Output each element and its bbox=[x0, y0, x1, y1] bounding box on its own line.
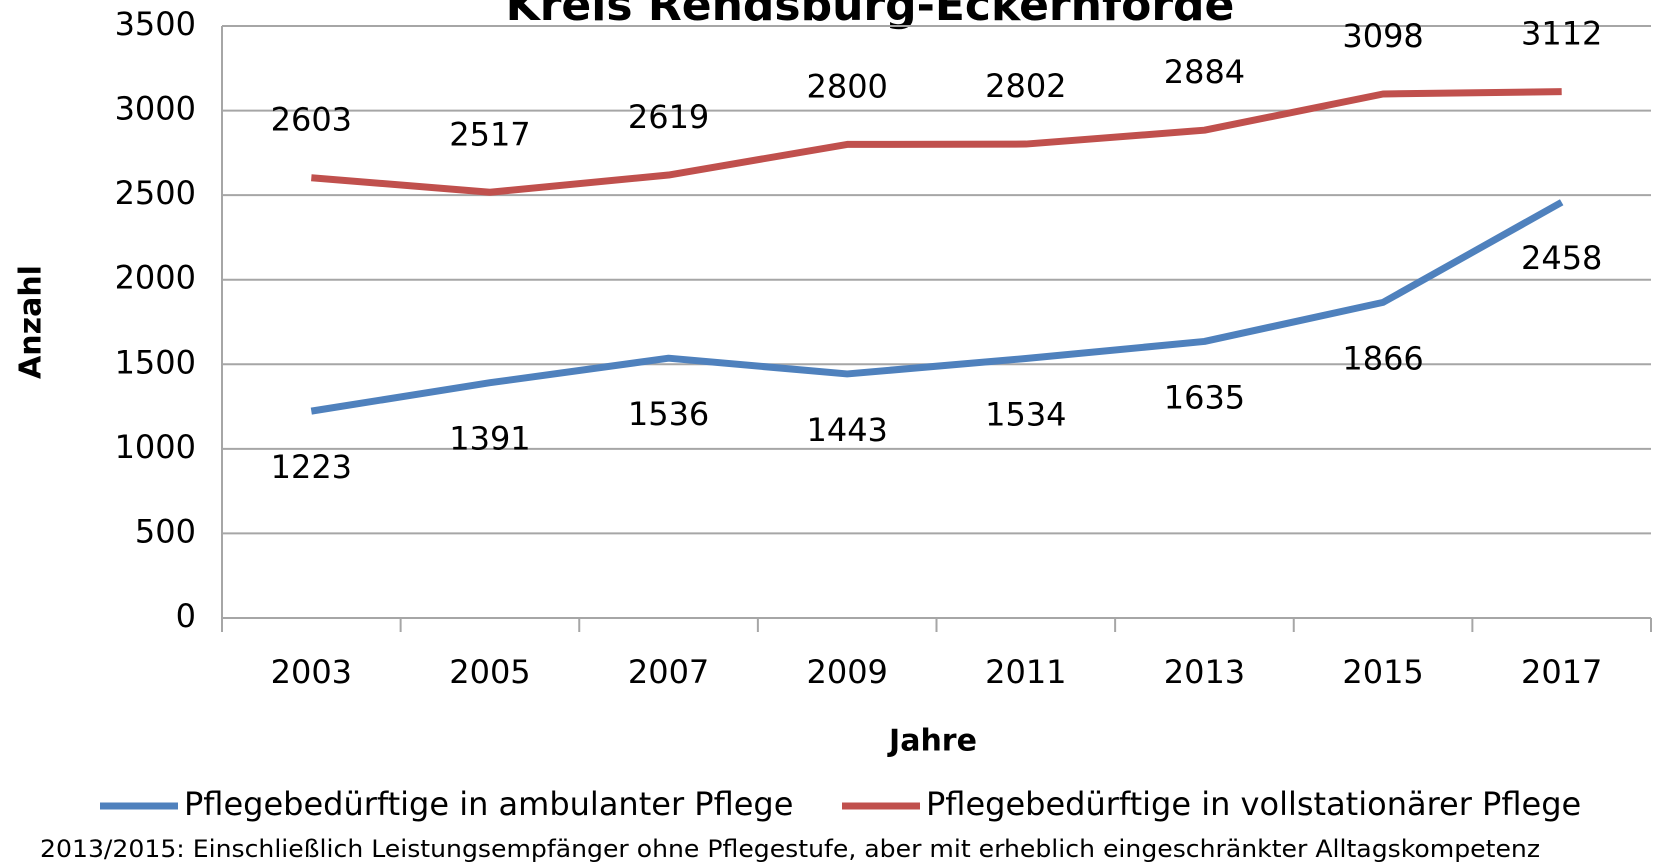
data-label: 2802 bbox=[985, 67, 1066, 105]
data-label: 3112 bbox=[1521, 15, 1602, 53]
data-label: 2619 bbox=[628, 98, 709, 136]
x-tick-label: 2011 bbox=[985, 653, 1066, 691]
y-tick-label: 1500 bbox=[115, 343, 196, 381]
data-label: 1223 bbox=[271, 448, 352, 486]
x-tick-label: 2017 bbox=[1521, 653, 1602, 691]
data-label: 1534 bbox=[985, 396, 1066, 434]
footnote: 2013/2015: Einschließlich Leistungsempfä… bbox=[40, 835, 1540, 863]
y-tick-label: 1000 bbox=[115, 428, 196, 466]
x-tick-label: 2009 bbox=[806, 653, 887, 691]
x-tick-label: 2015 bbox=[1342, 653, 1423, 691]
x-tick-label: 2003 bbox=[271, 653, 352, 691]
data-label: 3098 bbox=[1342, 17, 1423, 55]
series-line bbox=[310, 199, 1564, 415]
x-tick-label: 2005 bbox=[449, 653, 530, 691]
data-label: 2517 bbox=[449, 115, 530, 153]
y-tick-label: 2000 bbox=[115, 259, 196, 297]
legend-label: Pflegebedürftige in ambulanter Pflege bbox=[184, 785, 793, 823]
y-axis-label: Anzahl bbox=[14, 265, 49, 379]
legend-label: Pflegebedürftige in vollstationärer Pfle… bbox=[926, 785, 1581, 823]
data-label: 1391 bbox=[449, 420, 530, 458]
x-tick-label: 2013 bbox=[1164, 653, 1245, 691]
data-label: 2603 bbox=[271, 101, 352, 139]
data-label: 1866 bbox=[1342, 339, 1423, 377]
x-tick-label: 2007 bbox=[628, 653, 709, 691]
data-label: 1635 bbox=[1164, 378, 1245, 416]
data-label: 2458 bbox=[1521, 239, 1602, 277]
data-label: 1443 bbox=[806, 411, 887, 449]
data-label: 2884 bbox=[1164, 53, 1245, 91]
y-tick-label: 2500 bbox=[115, 174, 196, 212]
y-tick-label: 3000 bbox=[115, 90, 196, 128]
y-tick-label: 3500 bbox=[115, 5, 196, 43]
y-tick-label: 500 bbox=[135, 512, 196, 550]
data-label: 2800 bbox=[806, 67, 887, 105]
series-line bbox=[311, 88, 1562, 196]
data-label: 1536 bbox=[628, 395, 709, 433]
x-axis-label: Jahre bbox=[887, 724, 977, 759]
y-tick-label: 0 bbox=[176, 597, 196, 635]
